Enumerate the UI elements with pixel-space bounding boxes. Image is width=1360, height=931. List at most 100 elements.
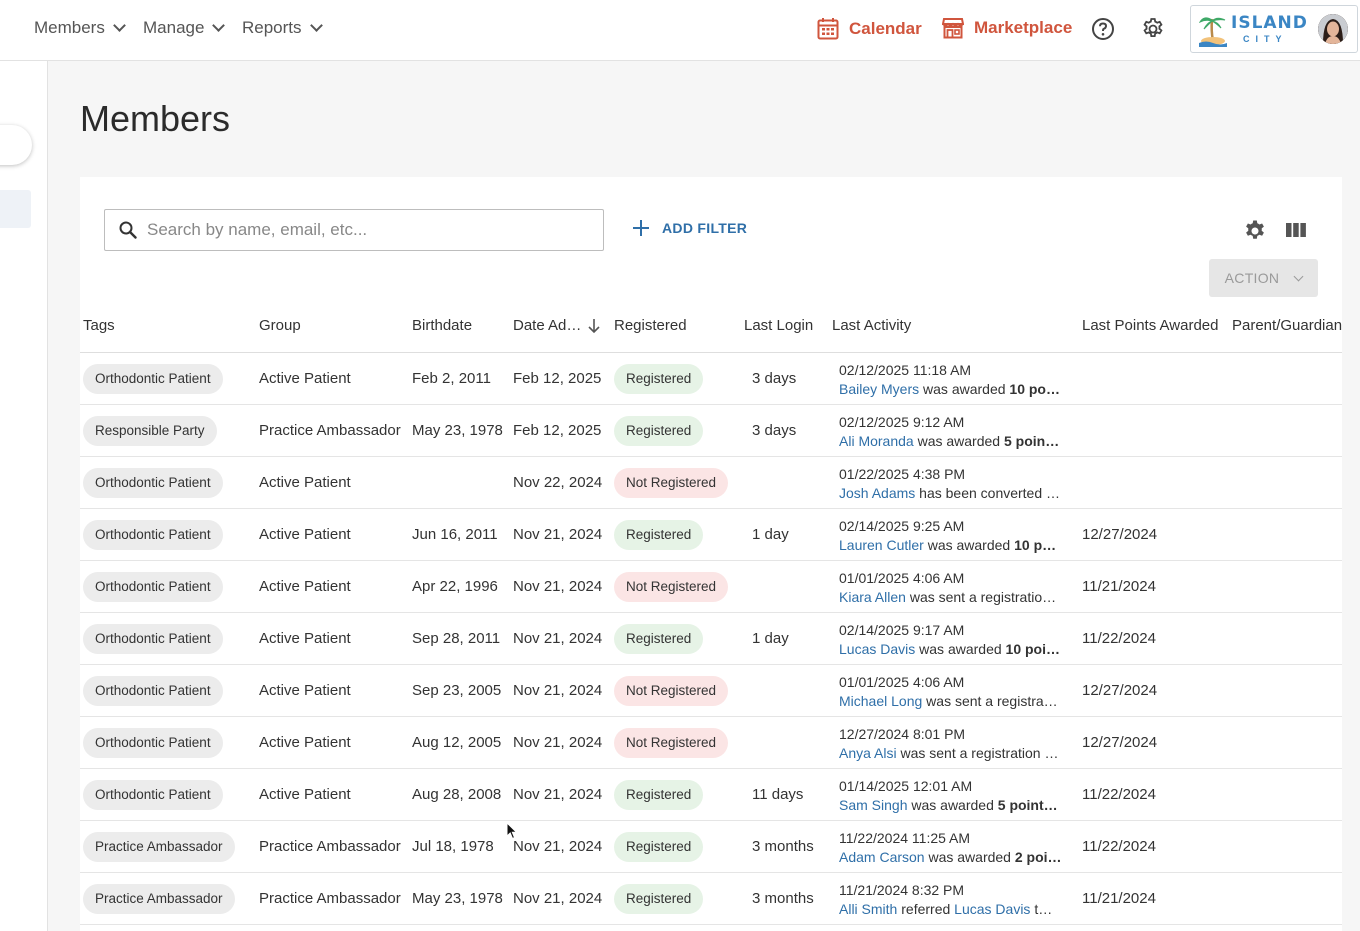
marketplace-label: Marketplace bbox=[974, 18, 1073, 37]
activity-action-text: was awarded bbox=[919, 381, 1010, 397]
activity-member-link[interactable]: Kiara Allen bbox=[839, 589, 906, 605]
column-header-date-added-label: Date Ad… bbox=[513, 317, 582, 334]
table-settings-button[interactable] bbox=[1243, 219, 1267, 248]
birthdate-cell: Aug 12, 2005 bbox=[412, 734, 502, 751]
activity-points-text: 5 point… bbox=[997, 797, 1058, 813]
activity-member-link[interactable]: Anya Alsi bbox=[839, 745, 897, 761]
search-box[interactable] bbox=[104, 209, 604, 251]
members-table-card: ADD FILTER ACTION Tags Group Birthdate D… bbox=[80, 177, 1342, 931]
table-row[interactable]: Orthodontic Patient Active Patient Nov 22,… bbox=[80, 457, 1342, 509]
activity-description: Lauren Cutler was awarded 10 p… bbox=[839, 536, 1063, 555]
activity-description: Adam Carson was awarded 2 poi… bbox=[839, 848, 1063, 867]
table-row[interactable]: Orthodontic Patient Active Patient Apr 22,… bbox=[80, 561, 1342, 613]
activity-member-link[interactable]: Ali Moranda bbox=[839, 433, 914, 449]
activity-action-text: was awarded bbox=[923, 537, 1015, 553]
group-cell: Active Patient bbox=[259, 474, 351, 491]
columns-button[interactable] bbox=[1286, 221, 1306, 244]
activity-timestamp: 11/22/2024 11:25 AM bbox=[839, 830, 971, 846]
tag-chip[interactable]: Responsible Party bbox=[83, 416, 217, 446]
activity-member-link[interactable]: Sam Singh bbox=[839, 797, 908, 813]
search-input[interactable] bbox=[147, 220, 587, 240]
action-label: ACTION bbox=[1224, 270, 1280, 286]
add-filter-button[interactable]: ADD FILTER bbox=[632, 219, 747, 237]
help-icon bbox=[1092, 18, 1114, 40]
last-login-cell: 1 day bbox=[752, 630, 789, 647]
action-button[interactable]: ACTION bbox=[1209, 259, 1318, 297]
column-header-date-added[interactable]: Date Ad… bbox=[513, 317, 601, 334]
tag-chip[interactable]: Orthodontic Patient bbox=[83, 364, 223, 394]
chevron-down-icon bbox=[212, 19, 226, 32]
activity-member-link[interactable]: Adam Carson bbox=[839, 849, 925, 865]
tag-chip[interactable]: Orthodontic Patient bbox=[83, 624, 223, 654]
column-header-group[interactable]: Group bbox=[259, 317, 301, 334]
activity-member-link[interactable]: Lucas Davis bbox=[839, 641, 916, 657]
table-row[interactable]: Orthodontic Patient Active Patient Feb 2, … bbox=[80, 353, 1342, 405]
table-row[interactable]: Orthodontic Patient Active Patient Jun 16,… bbox=[80, 509, 1342, 561]
tag-chip[interactable]: Practice Ambassador bbox=[83, 884, 235, 914]
help-button[interactable] bbox=[1091, 16, 1115, 47]
activity-timestamp: 01/14/2025 12:01 AM bbox=[839, 778, 973, 794]
birthdate-cell: Feb 2, 2011 bbox=[412, 370, 491, 387]
tag-chip[interactable]: Orthodontic Patient bbox=[83, 520, 223, 550]
activity-member-link[interactable]: Michael Long bbox=[839, 693, 923, 709]
table-row[interactable]: Orthodontic Patient Active Patient Aug 28,… bbox=[80, 769, 1342, 821]
chevron-down-icon bbox=[309, 19, 323, 32]
table-row[interactable]: Practice Ambassador Practice Ambassador Ma… bbox=[80, 873, 1342, 925]
last-points-cell: 11/22/2024 bbox=[1082, 838, 1156, 855]
tag-chip[interactable]: Orthodontic Patient bbox=[83, 728, 223, 758]
registration-status-badge: Not Registered bbox=[614, 468, 729, 498]
table-row[interactable]: Orthodontic Patient Active Patient Sep 23,… bbox=[80, 665, 1342, 717]
marketplace-link[interactable]: Marketplace bbox=[942, 17, 1072, 39]
activity-member-link[interactable]: Lucas Davis bbox=[954, 901, 1031, 917]
sidebar-active-tab[interactable] bbox=[0, 190, 31, 228]
table-row[interactable]: Orthodontic Patient Active Patient Aug 12,… bbox=[80, 717, 1342, 769]
registration-status-badge: Registered bbox=[614, 364, 704, 394]
birthdate-cell: Apr 22, 1996 bbox=[412, 578, 498, 595]
tag-chip[interactable]: Orthodontic Patient bbox=[83, 468, 223, 498]
tag-chip[interactable]: Orthodontic Patient bbox=[83, 780, 223, 810]
tag-chip[interactable]: Orthodontic Patient bbox=[83, 572, 223, 602]
settings-button[interactable] bbox=[1141, 16, 1165, 47]
tag-chip[interactable]: Orthodontic Patient bbox=[83, 676, 223, 706]
sidebar-toggle[interactable] bbox=[0, 125, 32, 165]
last-login-cell: 3 days bbox=[752, 370, 797, 387]
activity-timestamp: 02/12/2025 9:12 AM bbox=[839, 414, 965, 430]
activity-timestamp: 11/21/2024 8:32 PM bbox=[839, 882, 965, 898]
nav-members[interactable]: Members bbox=[34, 18, 126, 38]
column-header-birthdate[interactable]: Birthdate bbox=[412, 317, 473, 334]
activity-action-text: was awarded bbox=[913, 433, 1004, 449]
column-header-parent-guardian[interactable]: Parent/Guardian bbox=[1232, 317, 1342, 334]
search-icon bbox=[119, 221, 137, 239]
column-header-tags[interactable]: Tags bbox=[83, 317, 115, 334]
column-header-registered[interactable]: Registered bbox=[614, 317, 687, 334]
activity-action-text: was awarded bbox=[924, 849, 1015, 865]
birthdate-cell: Jul 18, 1978 bbox=[412, 838, 494, 855]
nav-reports[interactable]: Reports bbox=[242, 18, 323, 38]
brand-account-switcher[interactable]: ISLAND CITY bbox=[1190, 5, 1358, 53]
registration-status-badge: Not Registered bbox=[614, 728, 729, 758]
activity-member-link[interactable]: Bailey Myers bbox=[839, 381, 920, 397]
table-row[interactable]: Orthodontic Patient Active Patient Sep 28,… bbox=[80, 613, 1342, 665]
column-header-last-activity[interactable]: Last Activity bbox=[832, 317, 912, 334]
activity-member-link[interactable]: Alli Smith bbox=[839, 901, 898, 917]
calendar-link[interactable]: Calendar bbox=[817, 17, 922, 41]
birthdate-cell: Jun 16, 2011 bbox=[412, 526, 498, 543]
activity-member-link[interactable]: Josh Adams bbox=[839, 485, 916, 501]
group-cell: Active Patient bbox=[259, 630, 351, 647]
nav-manage[interactable]: Manage bbox=[143, 18, 226, 38]
column-header-last-login[interactable]: Last Login bbox=[744, 317, 814, 334]
gear-icon bbox=[1143, 18, 1163, 37]
last-login-cell: 3 months bbox=[752, 890, 814, 907]
column-header-last-points[interactable]: Last Points Awarded bbox=[1082, 317, 1219, 334]
activity-description: Ali Moranda was awarded 5 poin… bbox=[839, 432, 1063, 451]
table-row[interactable]: Responsible Party Practice Ambassador May … bbox=[80, 405, 1342, 457]
registration-status-badge: Not Registered bbox=[614, 572, 729, 602]
activity-action-text: was awarded bbox=[915, 641, 1006, 657]
chevron-down-icon bbox=[112, 19, 126, 32]
activity-timestamp: 01/01/2025 4:06 AM bbox=[839, 674, 965, 690]
activity-member-link[interactable]: Lauren Cutler bbox=[839, 537, 924, 553]
tag-chip[interactable]: Practice Ambassador bbox=[83, 832, 235, 862]
mouse-cursor-icon bbox=[506, 822, 518, 840]
table-row[interactable]: Practice Ambassador Practice Ambassador Ju… bbox=[80, 821, 1342, 873]
activity-timestamp: 01/01/2025 4:06 AM bbox=[839, 570, 965, 586]
